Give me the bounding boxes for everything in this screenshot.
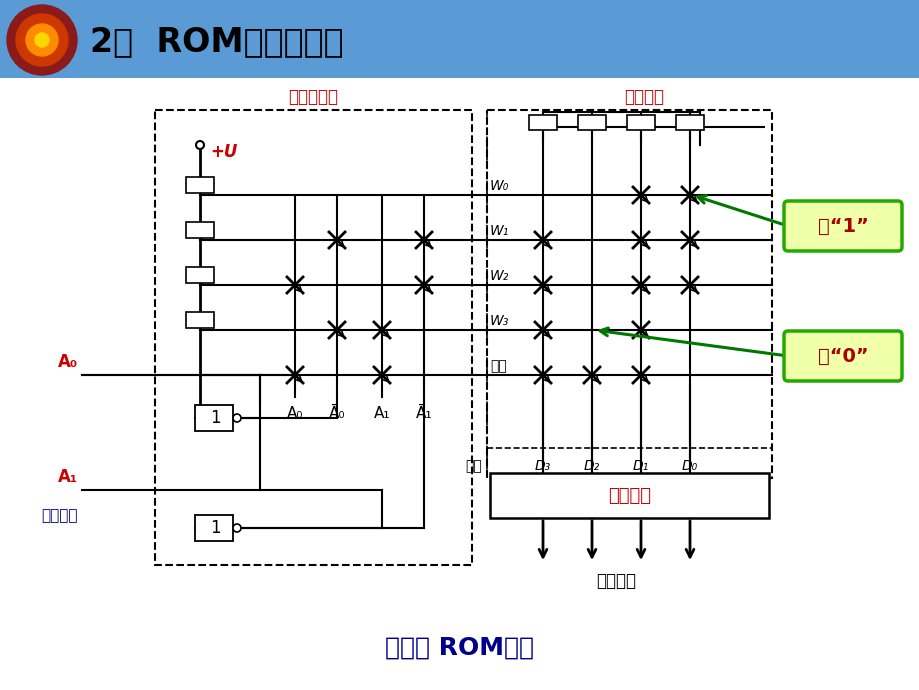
FancyBboxPatch shape <box>186 222 214 238</box>
FancyBboxPatch shape <box>577 115 606 130</box>
FancyBboxPatch shape <box>0 78 919 690</box>
Circle shape <box>35 33 49 47</box>
Text: D₁: D₁ <box>632 459 649 473</box>
FancyBboxPatch shape <box>528 115 556 130</box>
Text: 1: 1 <box>210 409 220 427</box>
Text: 字线: 字线 <box>490 359 506 373</box>
Text: A₀: A₀ <box>287 406 303 420</box>
Text: 1: 1 <box>210 519 220 537</box>
FancyBboxPatch shape <box>195 405 233 431</box>
FancyBboxPatch shape <box>186 312 214 328</box>
Text: +U: +U <box>210 143 237 161</box>
Circle shape <box>16 14 68 66</box>
Text: 存“0”: 存“0” <box>817 346 868 366</box>
Text: W₂: W₂ <box>490 269 509 283</box>
Text: 二极管 ROM电路: 二极管 ROM电路 <box>385 636 534 660</box>
Text: Ā₀: Ā₀ <box>328 406 345 420</box>
Text: 2、  ROM的工作原理: 2、 ROM的工作原理 <box>90 26 344 59</box>
Text: D₂: D₂ <box>584 459 599 473</box>
FancyBboxPatch shape <box>186 267 214 283</box>
Text: W₀: W₀ <box>490 179 509 193</box>
Text: W₃: W₃ <box>490 314 509 328</box>
Text: 存储矩阵: 存储矩阵 <box>624 88 664 106</box>
Text: 位线: 位线 <box>465 459 482 473</box>
Text: A₀: A₀ <box>58 353 78 371</box>
FancyBboxPatch shape <box>783 201 901 251</box>
FancyBboxPatch shape <box>783 331 901 381</box>
Text: 读出电路: 读出电路 <box>607 486 651 504</box>
Text: W₁: W₁ <box>490 224 509 238</box>
FancyBboxPatch shape <box>490 473 768 518</box>
FancyBboxPatch shape <box>195 515 233 541</box>
Text: 存储输出: 存储输出 <box>596 572 636 590</box>
Text: Ā₁: Ā₁ <box>415 406 432 420</box>
Text: 存“1”: 存“1” <box>817 217 868 235</box>
FancyBboxPatch shape <box>675 115 703 130</box>
FancyBboxPatch shape <box>186 177 214 193</box>
Text: 地址输入: 地址输入 <box>41 508 78 523</box>
Text: FUZHOU UNIVERSITY: FUZHOU UNIVERSITY <box>786 663 902 673</box>
Circle shape <box>7 5 77 75</box>
Circle shape <box>26 24 58 56</box>
FancyBboxPatch shape <box>627 115 654 130</box>
Circle shape <box>196 141 204 149</box>
Text: 地址译码器: 地址译码器 <box>289 88 338 106</box>
Text: D₃: D₃ <box>534 459 550 473</box>
Circle shape <box>233 524 241 532</box>
Text: A₁: A₁ <box>58 468 78 486</box>
Text: A₁: A₁ <box>373 406 390 420</box>
Text: D₀: D₀ <box>681 459 698 473</box>
Circle shape <box>233 414 241 422</box>
